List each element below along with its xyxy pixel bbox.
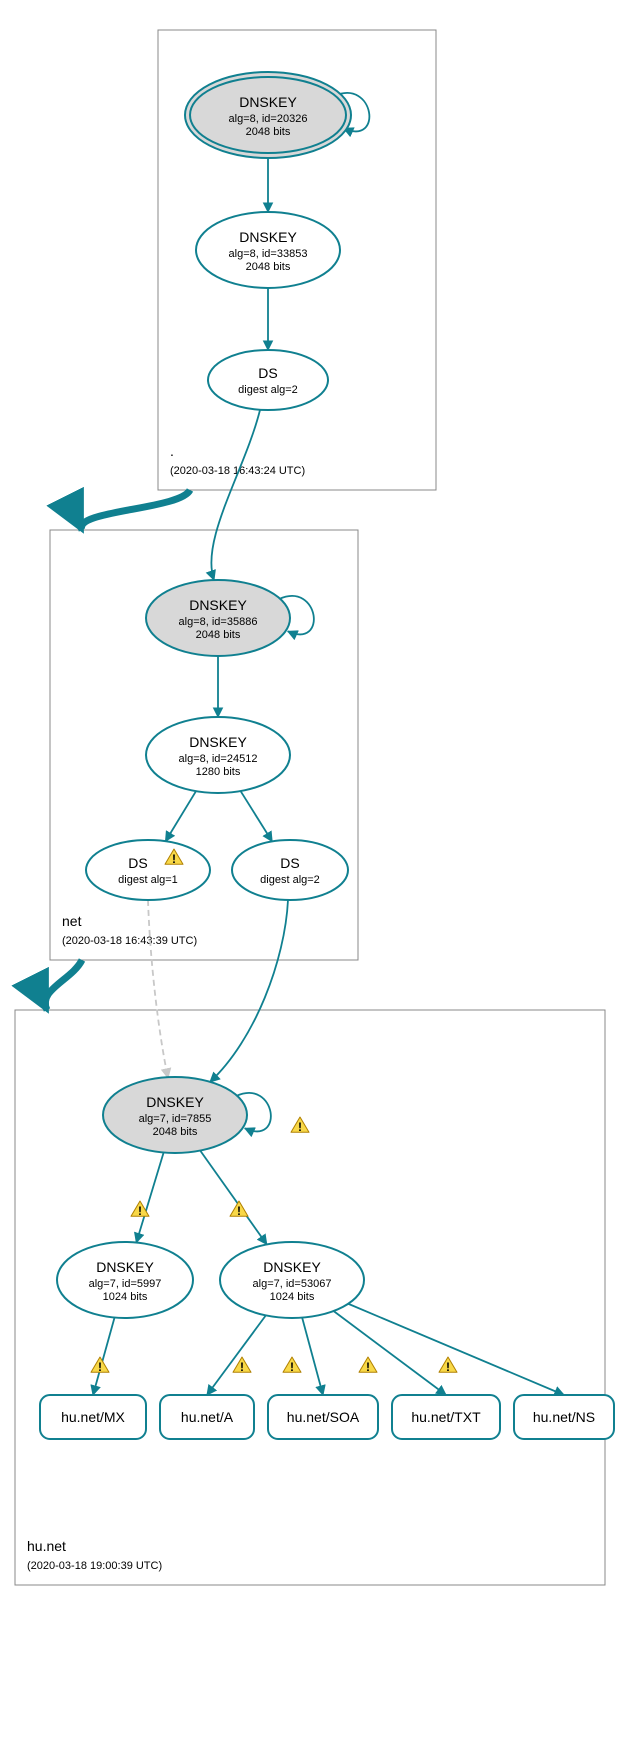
node-root_ds: DS digest alg=2	[208, 350, 328, 410]
rrset-soa: hu.net/SOA	[268, 1395, 378, 1439]
svg-text:!: !	[366, 1360, 370, 1374]
svg-text:(2020-03-18 16:43:39 UTC): (2020-03-18 16:43:39 UTC)	[62, 935, 197, 947]
svg-text:hu.net/NS: hu.net/NS	[533, 1409, 595, 1425]
edge-zsk2_to_a: !	[207, 1315, 266, 1395]
svg-text:1024 bits: 1024 bits	[103, 1291, 148, 1303]
svg-text:DS: DS	[258, 365, 277, 381]
svg-text:digest alg=2: digest alg=2	[238, 384, 298, 396]
svg-text:(2020-03-18 19:00:39 UTC): (2020-03-18 19:00:39 UTC)	[27, 1560, 162, 1572]
edge-zsk1_to_mx: !	[91, 1318, 115, 1395]
svg-text:alg=7, id=7855: alg=7, id=7855	[139, 1113, 212, 1125]
edge-root_ds_to_net_ksk	[211, 410, 260, 580]
svg-text:!: !	[172, 852, 176, 866]
rrset-a: hu.net/A	[160, 1395, 254, 1439]
svg-text:2048 bits: 2048 bits	[246, 261, 291, 273]
svg-text:DNSKEY: DNSKEY	[239, 229, 297, 245]
svg-text:!: !	[240, 1360, 244, 1374]
svg-text:hu.net/SOA: hu.net/SOA	[287, 1409, 360, 1425]
svg-text:DNSKEY: DNSKEY	[189, 734, 247, 750]
svg-text:.: .	[170, 443, 174, 459]
edge-net_zsk_to_ds2	[241, 791, 273, 841]
svg-text:alg=8, id=24512: alg=8, id=24512	[179, 753, 258, 765]
svg-text:2048 bits: 2048 bits	[196, 629, 241, 641]
node-hu_zsk1: DNSKEY alg=7, id=59971024 bits	[57, 1242, 193, 1318]
svg-text:digest alg=1: digest alg=1	[118, 874, 178, 886]
node-hu_zsk2: DNSKEY alg=7, id=530671024 bits	[220, 1242, 364, 1318]
svg-text:1280 bits: 1280 bits	[196, 766, 241, 778]
rrset-mx: hu.net/MX	[40, 1395, 146, 1439]
zone-arrow-net-to-hunet	[45, 960, 82, 1010]
svg-text:2048 bits: 2048 bits	[246, 126, 291, 138]
svg-text:DS: DS	[280, 855, 299, 871]
edge-net_ds2_to_hu_ksk	[210, 900, 288, 1082]
svg-text:alg=8, id=33853: alg=8, id=33853	[229, 248, 308, 260]
edge-hu_ksk_to_zsk1: !	[131, 1153, 164, 1243]
dnssec-chain-diagram: .(2020-03-18 16:43:24 UTC)net(2020-03-18…	[0, 0, 625, 1742]
edge-net_ds1_to_hu_ksk	[148, 900, 168, 1078]
node-net_ds1: DS digest alg=1!	[86, 840, 210, 900]
svg-text:!: !	[237, 1204, 241, 1218]
svg-text:digest alg=2: digest alg=2	[260, 874, 320, 886]
node-root_zsk: DNSKEY alg=8, id=338532048 bits	[196, 212, 340, 288]
svg-text:!: !	[446, 1360, 450, 1374]
svg-text:1024 bits: 1024 bits	[270, 1291, 315, 1303]
node-net_zsk: DNSKEY alg=8, id=245121280 bits	[146, 717, 290, 793]
svg-text:alg=7, id=53067: alg=7, id=53067	[253, 1278, 332, 1290]
svg-text:!: !	[138, 1204, 142, 1218]
svg-text:DNSKEY: DNSKEY	[189, 597, 247, 613]
edge-zsk2_to_ns: !	[348, 1304, 564, 1395]
zone-arrow-root-to-net	[81, 490, 190, 530]
svg-text:hu.net/TXT: hu.net/TXT	[411, 1409, 481, 1425]
svg-text:DNSKEY: DNSKEY	[96, 1259, 154, 1275]
edge-zsk2_to_txt: !	[334, 1311, 446, 1395]
svg-text:DNSKEY: DNSKEY	[263, 1259, 321, 1275]
svg-text:!: !	[298, 1120, 302, 1134]
svg-text:hu.net/A: hu.net/A	[181, 1409, 234, 1425]
svg-text:2048 bits: 2048 bits	[153, 1126, 198, 1138]
svg-text:DNSKEY: DNSKEY	[239, 94, 297, 110]
svg-text:alg=8, id=35886: alg=8, id=35886	[179, 616, 258, 628]
svg-text:net: net	[62, 913, 82, 929]
node-net_ds2: DS digest alg=2	[232, 840, 348, 900]
svg-text:!: !	[98, 1360, 102, 1374]
node-net_ksk: DNSKEY alg=8, id=358862048 bits	[146, 580, 290, 656]
edge-hu_ksk_to_zsk2: !	[200, 1151, 267, 1245]
rrset-txt: hu.net/TXT	[392, 1395, 500, 1439]
svg-text:DS: DS	[128, 855, 147, 871]
svg-text:alg=7, id=5997: alg=7, id=5997	[89, 1278, 162, 1290]
svg-text:hu.net: hu.net	[27, 1538, 66, 1554]
node-root_ksk: DNSKEY alg=8, id=203262048 bits	[185, 72, 351, 158]
edge-zsk2_to_soa: !	[283, 1318, 323, 1395]
rrset-ns: hu.net/NS	[514, 1395, 614, 1439]
svg-text:!: !	[290, 1360, 294, 1374]
svg-text:hu.net/MX: hu.net/MX	[61, 1409, 125, 1425]
node-hu_ksk: DNSKEY alg=7, id=78552048 bits	[103, 1077, 247, 1153]
edge-net_zsk_to_ds1	[166, 791, 196, 841]
svg-text:alg=8, id=20326: alg=8, id=20326	[229, 113, 308, 125]
svg-text:DNSKEY: DNSKEY	[146, 1094, 204, 1110]
